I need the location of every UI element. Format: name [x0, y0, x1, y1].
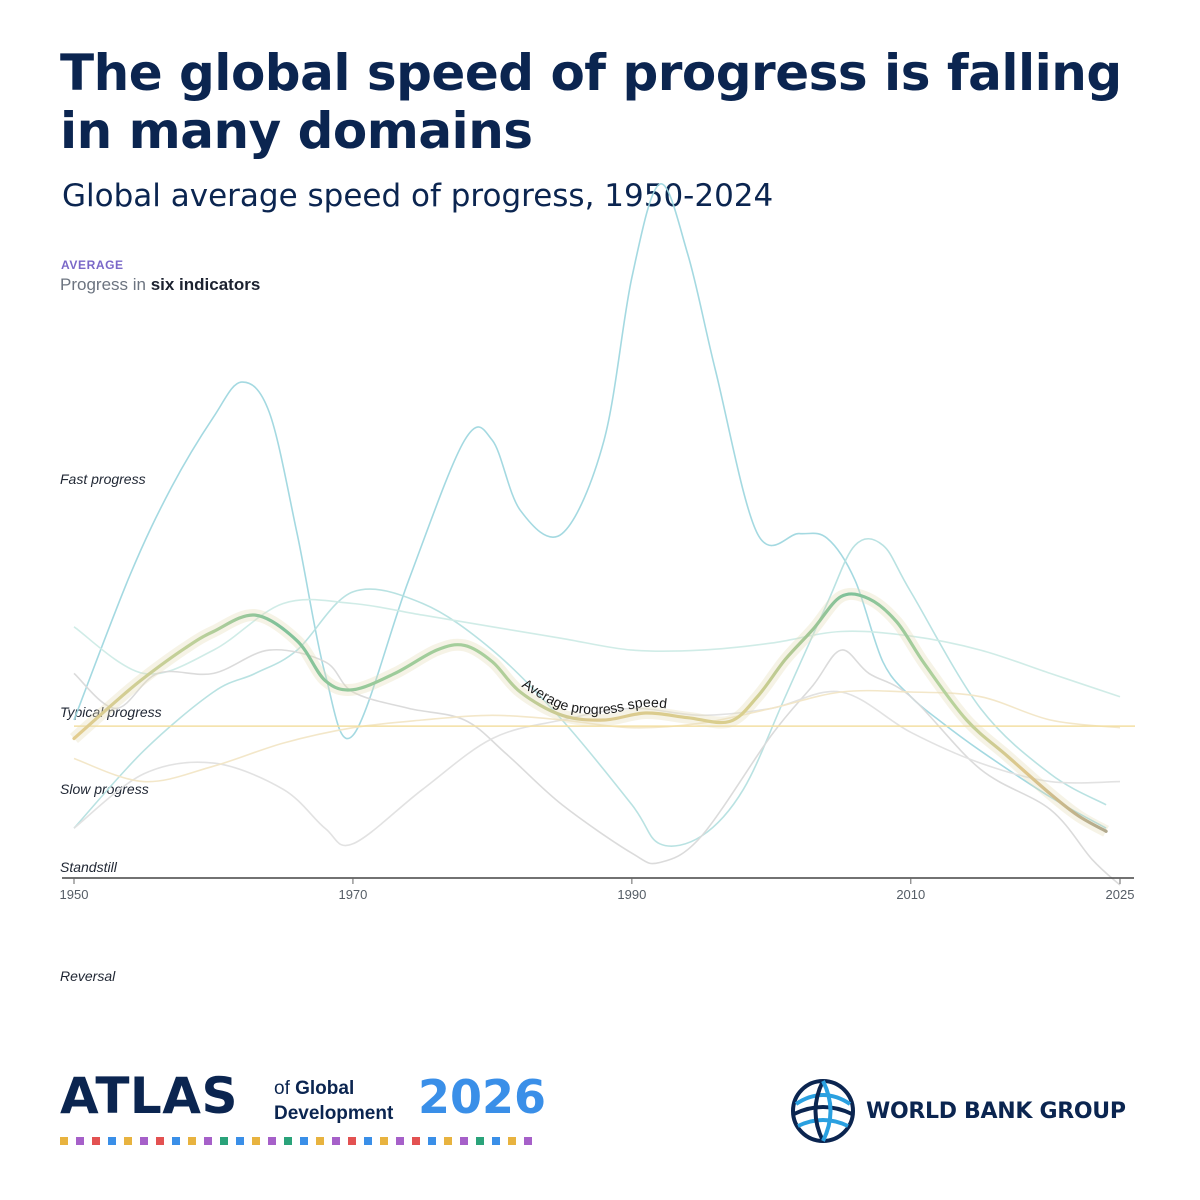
atlas-global-text: Global	[295, 1078, 355, 1099]
indicator-series-line	[73, 183, 1107, 829]
organization-name: WORLD BANK GROUP	[866, 1098, 1126, 1124]
atlas-color-square	[460, 1137, 468, 1145]
atlas-color-square	[300, 1137, 308, 1145]
level-standstill-label: Standstill	[60, 859, 117, 875]
legend-strong: six indicators	[150, 275, 261, 294]
atlas-color-square	[396, 1137, 404, 1145]
atlas-color-square	[284, 1137, 292, 1145]
indicator-series-line	[73, 598, 1121, 698]
atlas-year: 2026	[418, 1070, 547, 1124]
indicator-lines	[73, 183, 1121, 886]
level-reversal-label: Reversal	[60, 968, 116, 984]
atlas-color-strip	[60, 1137, 532, 1145]
atlas-color-square	[172, 1137, 180, 1145]
x-tick-label: 2010	[896, 887, 925, 902]
atlas-development-text: Development	[274, 1103, 394, 1124]
progress-chart: Average progress speed 1950 1970 1990 2010 2…	[60, 183, 1135, 902]
atlas-color-square	[220, 1137, 228, 1145]
atlas-color-square	[252, 1137, 260, 1145]
atlas-color-square	[524, 1137, 532, 1145]
x-axis-ticks: 1950 1970 1990 2010 2025	[60, 878, 1135, 902]
atlas-color-square	[236, 1137, 244, 1145]
level-typical-label: Typical progress	[60, 704, 162, 720]
indicator-series-line	[73, 648, 1121, 886]
x-tick-label: 1970	[338, 887, 367, 902]
atlas-color-square	[124, 1137, 132, 1145]
atlas-of-text: of	[274, 1078, 296, 1099]
legend-caption: Progress in six indicators	[60, 275, 260, 295]
atlas-color-square	[268, 1137, 276, 1145]
atlas-color-square	[508, 1137, 516, 1145]
atlas-color-square	[444, 1137, 452, 1145]
atlas-color-square	[108, 1137, 116, 1145]
atlas-color-square	[92, 1137, 100, 1145]
page-title: The global speed of progress is falling …	[60, 44, 1122, 160]
x-tick-label: 2025	[1106, 887, 1135, 902]
globe-icon	[791, 1079, 855, 1143]
atlas-color-square	[412, 1137, 420, 1145]
atlas-color-square	[332, 1137, 340, 1145]
atlas-color-square	[204, 1137, 212, 1145]
atlas-color-square	[348, 1137, 356, 1145]
atlas-color-square	[76, 1137, 84, 1145]
atlas-color-square	[364, 1137, 372, 1145]
indicator-series-line	[73, 537, 1107, 847]
atlas-color-square	[188, 1137, 196, 1145]
atlas-color-square	[156, 1137, 164, 1145]
world-bank-logo: WORLD BANK GROUP	[790, 1078, 1126, 1144]
legend-tag: AVERAGE	[61, 258, 124, 272]
atlas-color-square	[60, 1137, 68, 1145]
average-line-group: Average progress speed	[70, 587, 1110, 837]
atlas-color-square	[316, 1137, 324, 1145]
x-tick-label: 1950	[60, 887, 89, 902]
average-series-line	[72, 592, 1108, 833]
atlas-subtitle: of Global Development	[274, 1076, 393, 1126]
atlas-color-square	[492, 1137, 500, 1145]
atlas-color-square	[380, 1137, 388, 1145]
page-subtitle: Global average speed of progress, 1950-2…	[62, 178, 774, 214]
level-fast-label: Fast progress	[60, 471, 146, 487]
atlas-color-square	[140, 1137, 148, 1145]
atlas-wordmark: ATLAS	[60, 1067, 238, 1125]
atlas-color-square	[428, 1137, 436, 1145]
legend-prefix: Progress in	[60, 275, 151, 294]
atlas-color-square	[476, 1137, 484, 1145]
x-tick-label: 1990	[617, 887, 646, 902]
